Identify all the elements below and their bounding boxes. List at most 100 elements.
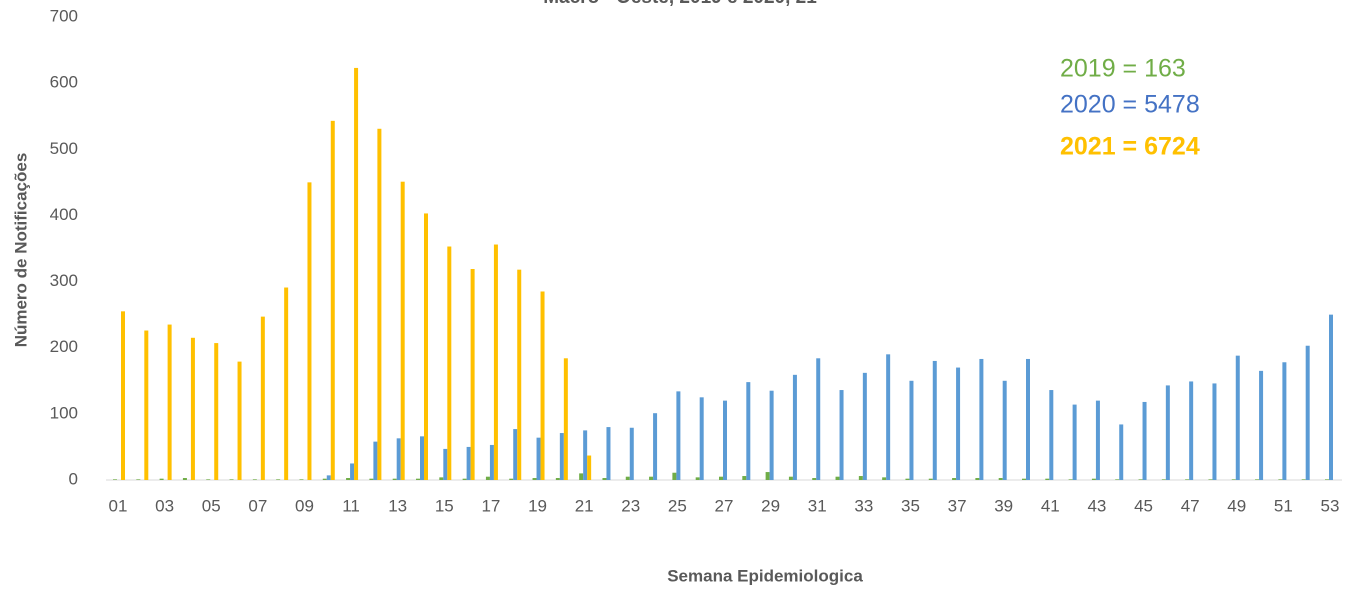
bar [579,473,584,480]
x-tick-label: 41 [1041,496,1060,515]
bar [144,330,149,480]
x-tick-label: 35 [901,496,920,515]
y-tick-label: 300 [50,271,78,290]
bar [788,476,793,480]
bar [466,446,471,480]
y-tick-label: 400 [50,205,78,224]
bar [513,429,518,480]
bar [1278,479,1283,480]
bar [167,324,172,480]
bar [237,361,242,480]
bar [555,478,560,480]
bar [1072,404,1077,480]
bar [1231,479,1236,480]
bar [447,246,452,480]
x-tick-label: 51 [1274,496,1293,515]
y-tick-label: 700 [50,6,78,25]
bar [812,478,817,480]
y-tick-label: 100 [50,403,78,422]
bar [400,181,405,480]
x-tick-label: 21 [575,496,594,515]
x-axis-title: Semana Epidemiologica [667,566,863,585]
x-tick-label: 03 [155,496,174,515]
x-tick-label: 15 [435,496,454,515]
x-tick-label: 45 [1134,496,1153,515]
bar [1255,479,1260,480]
bar [816,358,821,480]
bar [276,479,281,480]
x-tick-label: 01 [109,496,128,515]
x-tick-label: 25 [668,496,687,515]
bar [629,427,634,480]
x-tick-label: 11 [342,496,360,515]
y-tick-label: 200 [50,337,78,356]
bar [1002,380,1007,480]
bar [742,476,747,480]
bar [489,444,494,480]
bar [886,354,891,480]
bar [377,128,382,480]
y-axis-title: Número de Notificações [11,153,30,348]
bar [1212,383,1217,480]
x-tick-label: 31 [808,496,827,515]
bar [350,463,355,480]
bar [424,213,428,481]
bar [998,478,1003,480]
bar [326,475,331,480]
bar [909,380,914,480]
bar [1185,479,1190,480]
bar [369,478,374,480]
bar [284,287,289,480]
bar [443,448,448,480]
bar [835,476,840,480]
bar [346,478,351,480]
x-tick-label: 13 [388,496,407,515]
bar [1138,479,1143,480]
bar [932,360,937,480]
bar [354,67,359,481]
bar [625,476,630,480]
bar [113,479,117,480]
x-tick-label: 37 [948,496,967,515]
x-tick-label: 43 [1087,496,1106,515]
chart-title: Macro - Oeste, 2019 e 2020, 21 [543,0,817,8]
annotation: 2021 = 6724 [1060,133,1200,161]
bar [299,479,304,480]
bar [769,390,774,480]
bar [952,478,957,480]
bar [1095,400,1100,480]
bar [260,316,265,480]
x-tick-label: 49 [1227,496,1246,515]
y-tick-label: 600 [50,73,78,92]
x-tick-label: 53 [1321,496,1340,515]
bar [606,427,611,480]
bar [396,438,401,480]
x-tick-label: 17 [481,496,500,515]
bar [136,479,141,480]
bar [252,479,257,480]
bar [121,311,125,480]
bar [602,478,607,480]
bar [1282,362,1287,480]
bar [563,358,568,480]
bar [229,479,234,480]
bar [182,478,187,480]
bar [1301,479,1306,480]
bar [1259,370,1264,480]
bar [676,391,681,480]
bar [1235,355,1240,480]
bar [330,120,335,480]
bar [206,479,211,480]
bar [1115,479,1120,480]
bar [1091,478,1096,480]
bar [1026,358,1030,480]
bar [723,400,727,480]
bar [493,244,498,480]
x-tick-label: 05 [202,496,221,515]
bar [979,358,984,480]
bar [373,441,378,480]
bar [1022,478,1026,480]
bar [392,478,397,480]
x-tick-label: 39 [994,496,1013,515]
bar [485,476,490,480]
